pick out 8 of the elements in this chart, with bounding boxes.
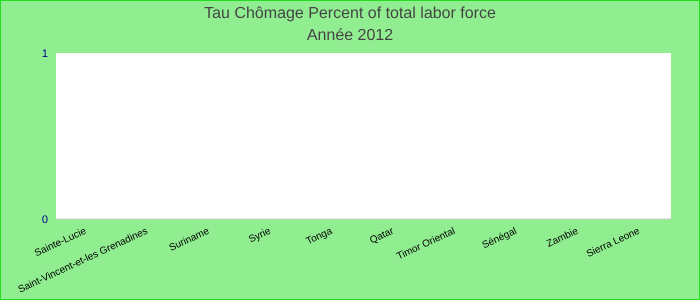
x-tick-label: Syrie <box>247 226 273 246</box>
chart-title: Tau Chômage Percent of total labor force <box>203 5 497 23</box>
x-tick-label: Tonga <box>304 226 334 248</box>
y-tick-label: 0 <box>42 214 48 226</box>
x-tick-label: Qatar <box>368 225 396 246</box>
y-tick-label: 1 <box>42 48 48 60</box>
chart-subtitle: Année 2012 <box>306 27 394 45</box>
x-tick-label: Sierra Leone <box>584 226 642 260</box>
